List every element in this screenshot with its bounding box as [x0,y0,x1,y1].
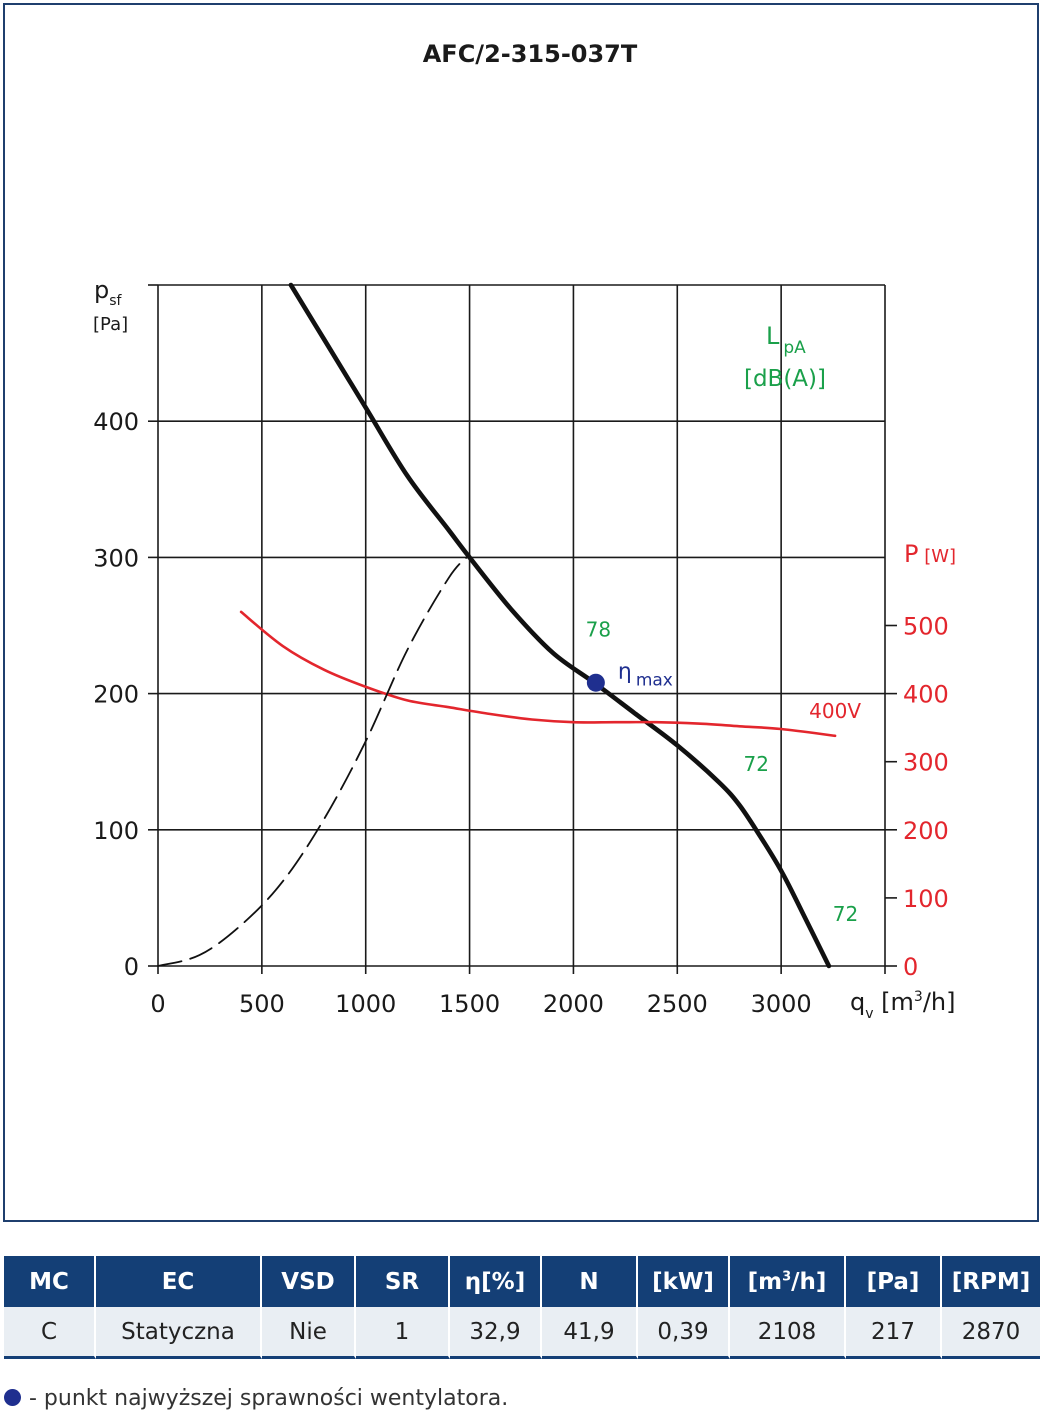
x-tick-label: 2500 [647,990,708,1018]
chart-frame [3,3,1039,1222]
y-left-tick-label: 0 [124,953,139,981]
x-tick-label: 0 [150,990,165,1018]
eta-max-label-main: η [618,660,632,685]
y-right-tick-label: 0 [903,953,918,981]
y-right-axis-label-main: P [904,540,918,568]
cell-efficiency: 32,9 [450,1307,542,1359]
eta-max-point [586,673,605,692]
header-sr: SR [356,1256,450,1307]
sound-level-label-sub: pA [783,338,806,358]
y-right-tick-label: 500 [903,613,949,641]
cell-vsd: Nie [262,1307,356,1359]
header-kw: [kW] [638,1256,730,1307]
header-efficiency: η[%] [450,1256,542,1307]
y-left-axis-label-sub: sf [109,293,122,309]
x-axis-unit-sup: 3 [914,989,923,1005]
cell-mc: C [4,1307,96,1359]
footnote: - punkt najwyższej sprawności wentylator… [4,1386,508,1411]
axes: 0 100 200 300 400 0 500 1000 1500 2000 2500 3000 0 10… [93,284,949,1018]
y-right-tick-label: 300 [903,749,949,777]
table-header-row: MC EC VSD SR η[%] N [kW] [m3/h] [Pa] [RP… [4,1256,1040,1307]
cell-n: 41,9 [542,1307,638,1359]
header-vsd: VSD [262,1256,356,1307]
header-rpm: [RPM] [942,1256,1040,1307]
sound-level-value: 78 [586,617,611,641]
chart-title: AFC/2-315-037T [423,40,638,68]
y-left-axis-label: psf [94,276,123,309]
sound-level-value: 72 [743,752,768,776]
footnote-text: - punkt najwyższej sprawności wentylator… [29,1386,509,1411]
y-left-tick-label: 200 [93,681,139,709]
y-right-axis-label: P [W] [904,540,956,568]
fan-performance-chart: 0 100 200 300 400 0 500 1000 1500 2000 2500 3000 0 10… [93,40,956,1022]
y-right-axis-unit: [W] [918,546,956,567]
y-left-tick-label: 100 [93,817,139,845]
power-curve-400v [239,610,837,738]
y-left-tick-label: 400 [93,408,139,436]
x-axis-unit-after: /h] [923,988,956,1016]
sound-level-value: 72 [833,902,858,926]
x-axis-label: qv [m3/h] [850,988,956,1022]
header-pa: [Pa] [846,1256,942,1307]
x-axis-unit-before: [m [874,988,914,1016]
y-left-axis-unit: [Pa] [93,314,128,335]
header-flow: [m3/h] [730,1256,846,1307]
x-tick-label: 1000 [335,990,396,1018]
y-right-tick-label: 400 [903,681,949,709]
sound-level-label-main: L [766,322,780,350]
system-curve-dashed [157,553,471,967]
cell-sr: 1 [356,1307,450,1359]
y-right-tick-label: 100 [903,885,949,913]
x-axis-label-sub: v [865,1006,873,1022]
cell-flow: 2108 [730,1307,846,1359]
eta-max-marker-icon [4,1389,21,1406]
header-ec: EC [96,1256,262,1307]
cell-ec: Statyczna [96,1307,262,1359]
x-tick-label: 3000 [751,990,812,1018]
y-right-tick-label: 200 [903,817,949,845]
flow-header-superscript: 3 [782,1268,792,1284]
y-left-axis-label-main: p [94,276,109,304]
eta-max-label: η max [618,660,673,691]
eta-max-label-sub: max [636,671,673,691]
cell-kw: 0,39 [638,1307,730,1359]
series [157,282,837,969]
series-label-400v: 400V [809,699,861,723]
x-tick-label: 500 [239,990,285,1018]
cell-pa: 217 [846,1307,942,1359]
x-tick-label: 2000 [543,990,604,1018]
y-left-tick-label: 300 [93,544,139,572]
labels: AFC/2-315-037T psf [Pa] P [W] qv [m3/h] 400V η… [93,40,956,1022]
cell-rpm: 2870 [942,1307,1040,1359]
grid [157,284,886,967]
header-mc: MC [4,1256,96,1307]
sound-level-unit: [dB(A)] [744,366,826,392]
x-axis-label-main: q [850,988,865,1016]
specification-table: MC EC VSD SR η[%] N [kW] [m3/h] [Pa] [RP… [4,1256,1040,1359]
table-row: C Statyczna Nie 1 32,9 41,9 0,39 2108 21… [4,1307,1040,1359]
x-tick-label: 1500 [439,990,500,1018]
header-n: N [542,1256,638,1307]
